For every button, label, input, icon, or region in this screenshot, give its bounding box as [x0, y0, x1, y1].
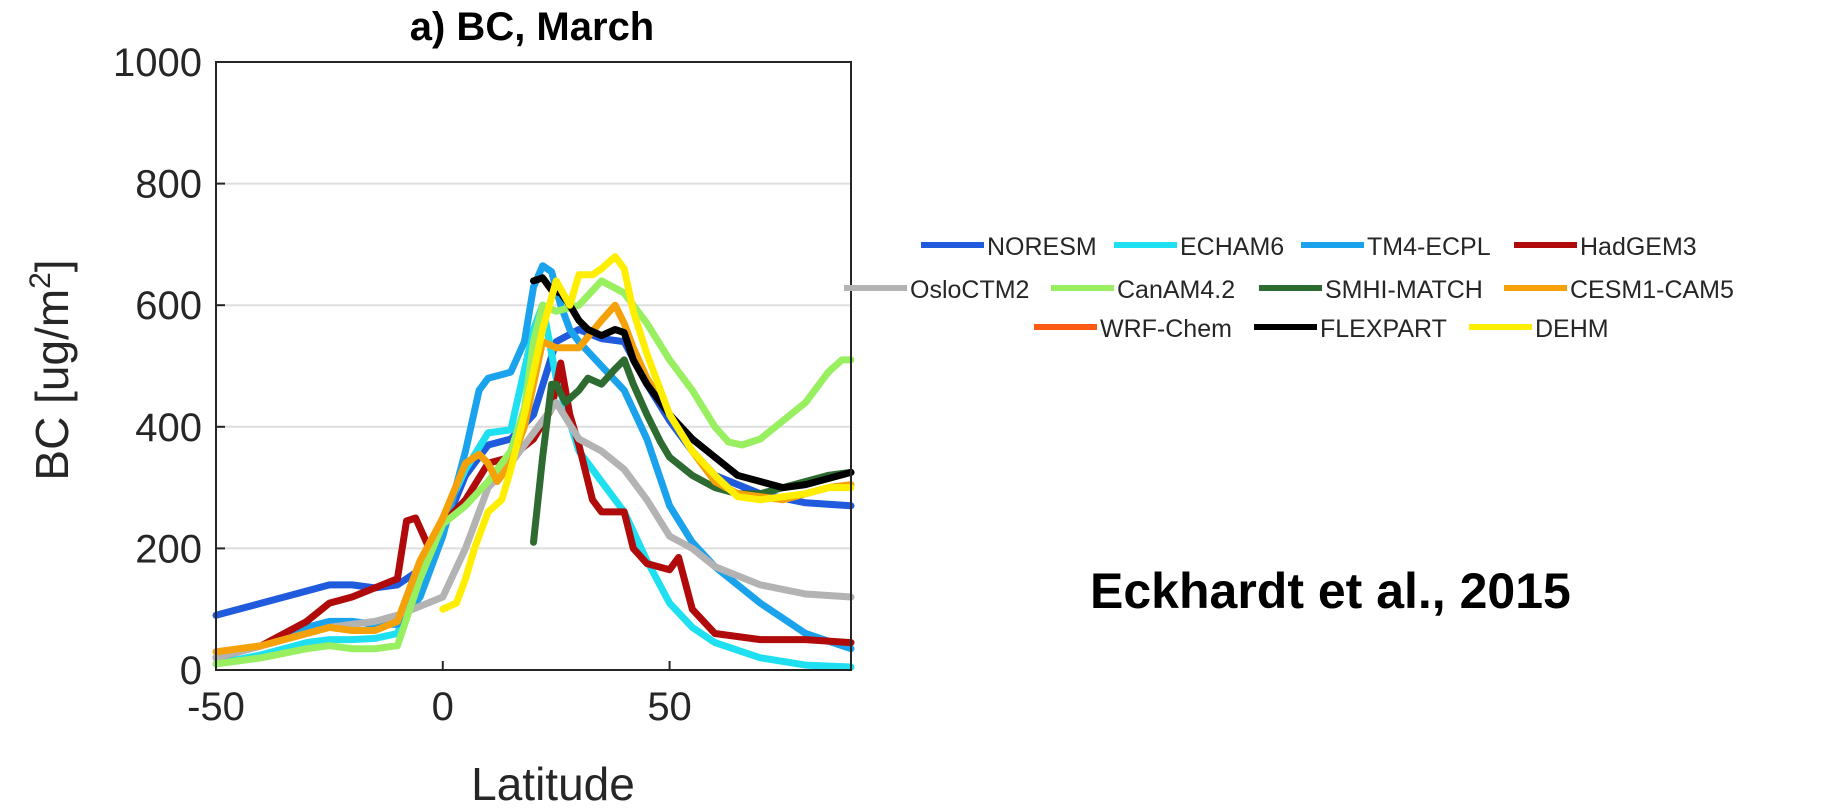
y-axis-title-sup: 2	[24, 272, 57, 289]
citation-text: Eckhardt et al., 2015	[1090, 563, 1571, 619]
series-line-canam4-2	[212, 277, 855, 668]
y-axis-title-main: BC [ug/m	[26, 289, 78, 481]
legend-label: WRF-Chem	[1100, 315, 1232, 343]
x-tick-label: 0	[432, 685, 454, 729]
y-tick-label: 200	[135, 527, 202, 571]
x-tick-label: 50	[647, 685, 692, 729]
y-tick-label: 1000	[113, 41, 202, 85]
legend-label: TM4-ECPL	[1367, 233, 1491, 261]
legend-label: HadGEM3	[1580, 233, 1697, 261]
legend-label: CanAM4.2	[1117, 276, 1235, 304]
legend-label: FLEXPART	[1320, 315, 1447, 343]
y-tick-label: 800	[135, 163, 202, 207]
y-axis-title-end: ]	[26, 259, 78, 272]
x-ticks: -50 0 50	[187, 661, 692, 729]
series-lines	[212, 253, 855, 671]
legend-label: ECHAM6	[1180, 233, 1284, 261]
series-line-osloctm2	[212, 399, 855, 662]
legend-label: SMHI-MATCH	[1325, 276, 1483, 304]
chart-title: a) BC, March	[410, 5, 655, 49]
series-line-smhi-match	[530, 356, 855, 546]
y-tick-label: 0	[180, 649, 202, 693]
y-axis-title: BC [ug/m2]	[24, 259, 78, 480]
y-ticks: 0 200 400 600 800 1000	[113, 41, 225, 693]
y-tick-label: 600	[135, 284, 202, 328]
y-tick-label: 400	[135, 406, 202, 450]
legend-label: DEHM	[1535, 315, 1609, 343]
plot-frame	[215, 61, 852, 671]
legend: NORESM ECHAM6 TM4-ECPL HadGEM3 OsloCTM2 CanAM…	[844, 233, 1734, 343]
legend-label: NORESM	[987, 233, 1097, 261]
series-line-dehm	[439, 253, 855, 613]
legend-label: CESM1-CAM5	[1570, 276, 1734, 304]
legend-label: OsloCTM2	[910, 276, 1029, 304]
x-tick-label: -50	[187, 685, 245, 729]
x-axis-title: Latitude	[471, 758, 635, 810]
